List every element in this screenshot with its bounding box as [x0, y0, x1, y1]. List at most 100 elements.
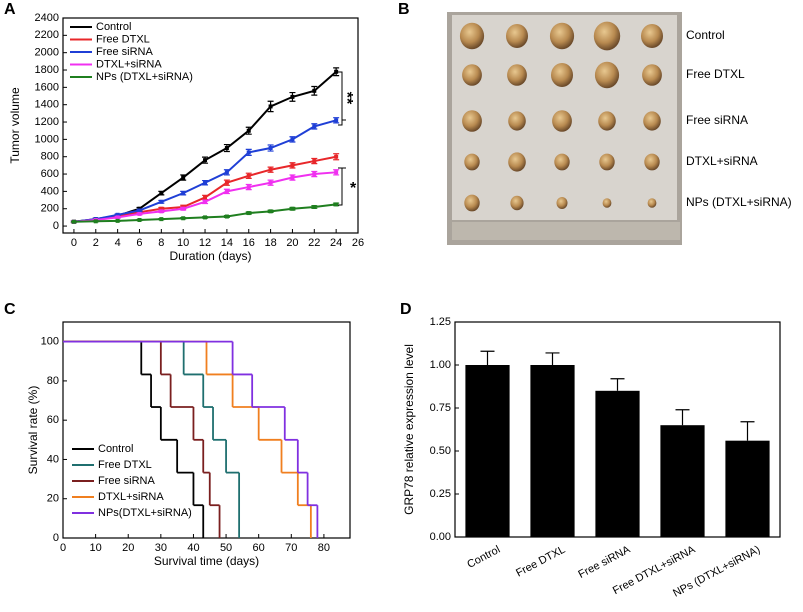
y-tick-label: 80 — [47, 375, 59, 387]
annotation: ** — [338, 92, 355, 105]
marker — [268, 209, 273, 214]
x-tick-label: Free DTXL — [514, 544, 567, 580]
x-tick-label: 20 — [286, 237, 298, 249]
error-bar — [480, 350, 495, 365]
marker — [334, 154, 339, 159]
marker — [268, 104, 273, 109]
legend-label: Control — [98, 443, 133, 455]
legend-label: DTXL+siRNA — [96, 58, 162, 70]
legend-label: Free DTXL — [96, 33, 150, 45]
x-tick-label: 30 — [155, 542, 167, 554]
photo-ruler — [452, 222, 680, 240]
row-label: NPs (DTXL+siRNA) — [686, 195, 792, 209]
x-tick-label: Free siRNA — [576, 543, 632, 581]
x-tick-label: 12 — [199, 237, 211, 249]
x-tick-label: 60 — [253, 542, 265, 554]
tumor — [459, 22, 485, 50]
y-axis-label: Survival rate (%) — [26, 386, 40, 475]
y-tick-label: 0.00 — [430, 531, 451, 543]
y-tick-label: 100 — [41, 336, 59, 348]
y-tick-label: 0.50 — [430, 445, 451, 457]
panel-label: B — [398, 1, 410, 18]
marker — [224, 189, 229, 194]
marker — [181, 191, 186, 196]
x-tick-label: 10 — [177, 237, 189, 249]
x-tick-label: 22 — [308, 237, 320, 249]
marker — [268, 167, 273, 172]
tumor — [508, 111, 526, 131]
y-tick-label: 60 — [47, 414, 59, 426]
y-tick-label: 20 — [47, 493, 59, 505]
y-tick-label: 200 — [41, 203, 59, 215]
y-tick-label: 800 — [41, 151, 59, 163]
significance-bracket — [338, 71, 346, 206]
legend-label: Free siRNA — [98, 475, 156, 487]
marker — [181, 175, 186, 180]
marker — [115, 218, 120, 223]
y-tick-label: 0.75 — [430, 402, 451, 414]
x-axis-label: Survival time (days) — [154, 554, 259, 568]
legend-label: Free DTXL — [98, 459, 152, 471]
tumor — [643, 111, 661, 131]
marker — [224, 180, 229, 185]
panel-label: A — [4, 1, 16, 18]
marker — [224, 170, 229, 175]
x-axis-label: Duration (days) — [169, 249, 251, 263]
marker — [159, 217, 164, 222]
x-tick-label: Control — [465, 544, 502, 571]
bar — [725, 440, 770, 537]
bar — [595, 390, 640, 537]
y-axis-label: Tumor volume — [8, 87, 22, 164]
panel-label: C — [4, 301, 16, 318]
marker — [246, 173, 251, 178]
y-tick-label: 2400 — [35, 12, 59, 24]
x-tick-label: 10 — [89, 542, 101, 554]
x-tick-label: 8 — [158, 237, 164, 249]
tumor — [464, 153, 480, 171]
row-label: Free DTXL — [686, 67, 745, 81]
tumor — [462, 64, 482, 86]
y-tick-label: 1.25 — [430, 316, 451, 328]
legend-label: Free siRNA — [96, 46, 154, 58]
tumor — [507, 64, 527, 86]
y-tick-label: 0 — [53, 532, 59, 544]
marker — [203, 195, 208, 200]
marker — [290, 163, 295, 168]
row-label: DTXL+siRNA — [686, 154, 758, 168]
row-label: Free siRNA — [686, 113, 748, 127]
tumor — [599, 153, 615, 171]
marker — [290, 206, 295, 211]
x-tick-label: 70 — [285, 542, 297, 554]
marker — [334, 170, 339, 175]
x-tick-label: 26 — [352, 237, 364, 249]
marker — [246, 211, 251, 216]
marker — [312, 172, 317, 177]
error-bar — [675, 409, 690, 426]
marker — [203, 180, 208, 185]
y-tick-label: 1000 — [35, 133, 59, 145]
x-tick-label: 24 — [330, 237, 342, 249]
marker — [181, 216, 186, 221]
tumor — [508, 152, 526, 172]
legend-label: NPs(DTXL+siRNA) — [98, 507, 192, 519]
marker — [159, 191, 164, 196]
row-label: Control — [686, 28, 725, 42]
marker — [159, 199, 164, 204]
x-tick-label: 0 — [60, 542, 66, 554]
marker — [224, 214, 229, 219]
legend-label: Control — [96, 21, 131, 33]
marker — [246, 150, 251, 155]
bar — [465, 365, 510, 537]
tumor — [554, 153, 570, 171]
marker — [334, 202, 339, 207]
x-tick-label: 2 — [93, 237, 99, 249]
error-bar — [610, 378, 625, 391]
tumor — [593, 21, 621, 51]
tumor — [556, 197, 568, 209]
tumor — [551, 63, 573, 87]
tumor — [510, 195, 524, 211]
series-line — [73, 119, 337, 223]
marker — [159, 206, 164, 211]
y-axis-label: GRP78 relative expression level — [402, 344, 416, 515]
tumor — [647, 198, 657, 208]
